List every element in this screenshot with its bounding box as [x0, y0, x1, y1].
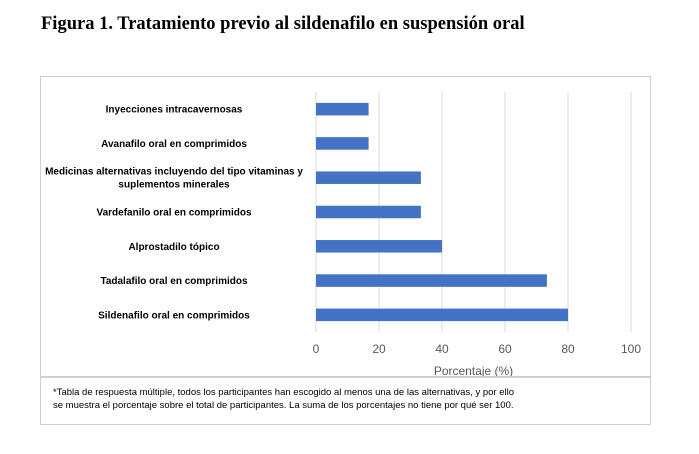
category-label-line: Alprostadilo tópico	[128, 242, 219, 253]
category-label-line: Vardefanilo oral en comprimidos	[96, 208, 251, 219]
x-tick-label: 100	[621, 342, 641, 356]
category-label: Medicinas alternativas incluyendo del ti…	[45, 167, 303, 191]
category-label: Tadalafilo oral en comprimidos	[100, 276, 248, 287]
bar	[316, 274, 547, 287]
bar	[316, 171, 421, 184]
category-label: Sildenafilo oral en comprimidos	[98, 310, 250, 321]
bar	[316, 240, 442, 253]
footnote-line-1: *Tabla de respuesta múltiple, todos los …	[53, 387, 515, 398]
category-label: Avanafilo oral en comprimidos	[101, 139, 247, 150]
bar	[316, 102, 369, 116]
footnote-line-2: se muestra el porcentaje sobre el total …	[53, 400, 514, 411]
category-label-line: Sildenafilo oral en comprimidos	[98, 310, 250, 321]
bar	[316, 137, 369, 150]
x-tick-label: 0	[313, 342, 320, 356]
x-tick-label: 20	[372, 342, 386, 356]
bar-chart: 0 20 40 60 80 100 Inyecciones intracavernosas A…	[45, 92, 641, 376]
x-axis-title: Porcentaje (%)	[434, 364, 513, 376]
x-tick-label: 80	[561, 342, 575, 356]
category-label: Alprostadilo tópico	[128, 242, 219, 253]
category-label: Vardefanilo oral en comprimidos	[96, 208, 251, 219]
category-label-line: Avanafilo oral en comprimidos	[101, 139, 247, 150]
category-label: Inyecciones intracavernosas	[106, 105, 243, 116]
category-label-line: Inyecciones intracavernosas	[106, 105, 243, 116]
footnote-box: *Tabla de respuesta múltiple, todos los …	[40, 377, 651, 425]
category-label-line: Medicinas alternativas incluyendo del ti…	[45, 167, 303, 178]
x-tick-label: 40	[435, 342, 449, 356]
category-label-line: suplementos minerales	[118, 180, 230, 191]
chart-frame: 0 20 40 60 80 100 Inyecciones intracavernosas A…	[40, 76, 651, 377]
bar	[316, 308, 568, 322]
figure-title: Figura 1. Tratamiento previo al sildenaf…	[41, 14, 525, 34]
bar	[316, 205, 421, 219]
x-tick-label: 60	[498, 342, 512, 356]
category-label-line: Tadalafilo oral en comprimidos	[100, 276, 248, 287]
